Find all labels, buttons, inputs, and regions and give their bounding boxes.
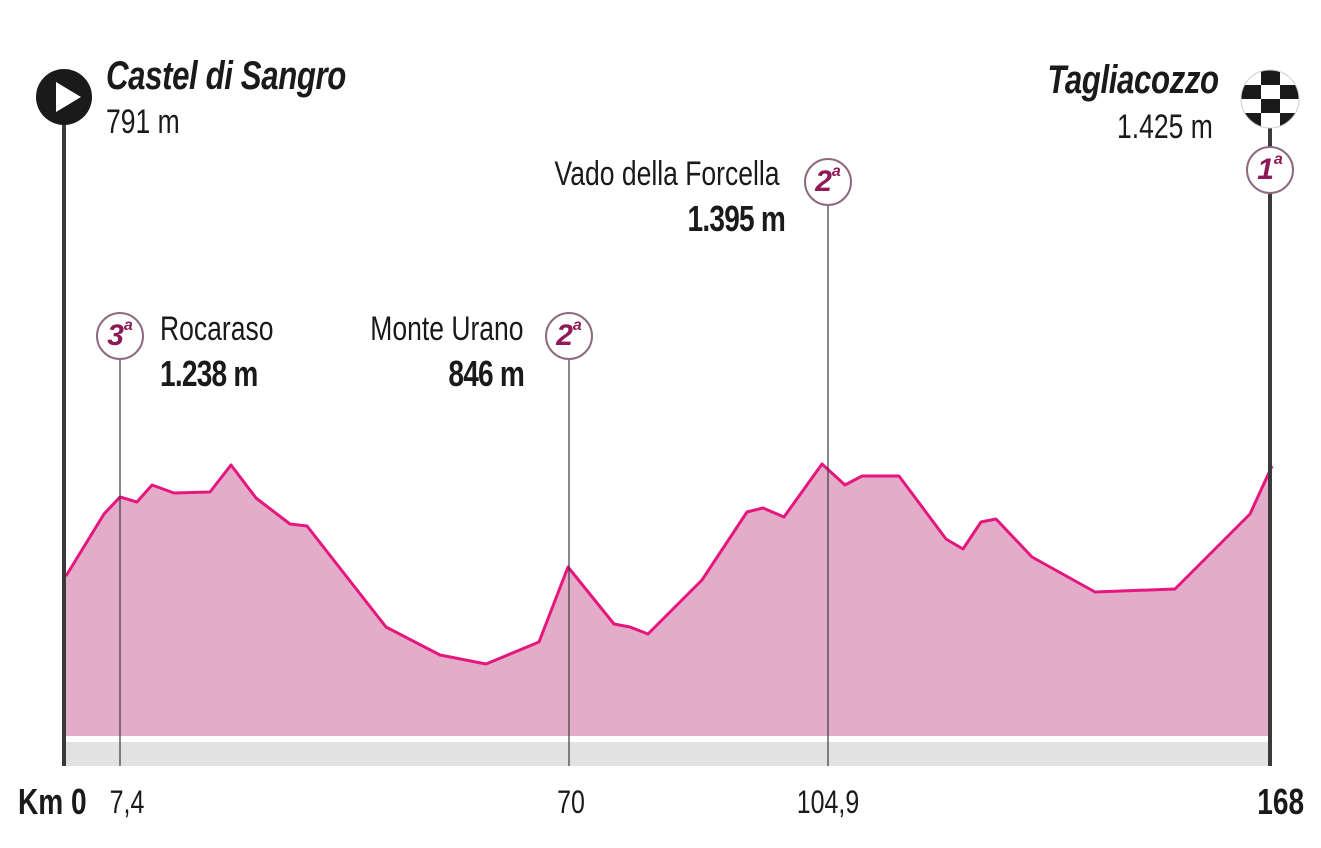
axis-km-rocaraso: 7,4 bbox=[109, 784, 145, 820]
axis-km-forcella: 104,9 bbox=[796, 784, 860, 820]
forcella-name: Vado della Forcella bbox=[554, 155, 780, 193]
monte-urano-category-suffix: a bbox=[572, 317, 582, 334]
forcella-category-badge: 2a bbox=[804, 158, 852, 206]
axis-end-label: 168 bbox=[1257, 781, 1304, 822]
checkered-flag-outline bbox=[1240, 69, 1300, 129]
play-icon bbox=[36, 69, 92, 125]
axis-km-monte-urano: 70 bbox=[557, 784, 585, 820]
rocaraso-category-suffix: a bbox=[123, 317, 133, 334]
finish-category-number: 1 bbox=[1257, 153, 1274, 186]
monte-urano-category-badge: 2a bbox=[545, 312, 593, 360]
profile-line bbox=[64, 462, 1274, 666]
rocaraso-altitude: 1.238 m bbox=[160, 353, 258, 394]
profile-area bbox=[66, 464, 1272, 736]
start-altitude: 791 m bbox=[106, 103, 180, 141]
monte-urano-name: Monte Urano bbox=[370, 310, 524, 348]
rocaraso-category-badge: 3a bbox=[96, 312, 144, 360]
forcella-category-number: 2 bbox=[815, 165, 832, 198]
start-city-label: Castel di Sangro bbox=[106, 54, 346, 98]
forcella-altitude: 1.395 m bbox=[687, 198, 785, 239]
rocaraso-category-number: 3 bbox=[107, 319, 124, 352]
finish-category-suffix: a bbox=[1273, 151, 1283, 168]
forcella-category-suffix: a bbox=[831, 163, 841, 180]
axis-start-label: Km 0 bbox=[18, 781, 87, 822]
rocaraso-name: Rocaraso bbox=[160, 310, 274, 348]
monte-urano-category-number: 2 bbox=[556, 319, 573, 352]
finish-category-badge: 1a bbox=[1246, 146, 1294, 194]
finish-altitude: 1.425 m bbox=[1117, 108, 1213, 146]
monte-urano-altitude: 846 m bbox=[448, 353, 525, 394]
ground-band bbox=[64, 742, 1269, 766]
finish-city-label: Tagliacozzo bbox=[1047, 58, 1220, 102]
